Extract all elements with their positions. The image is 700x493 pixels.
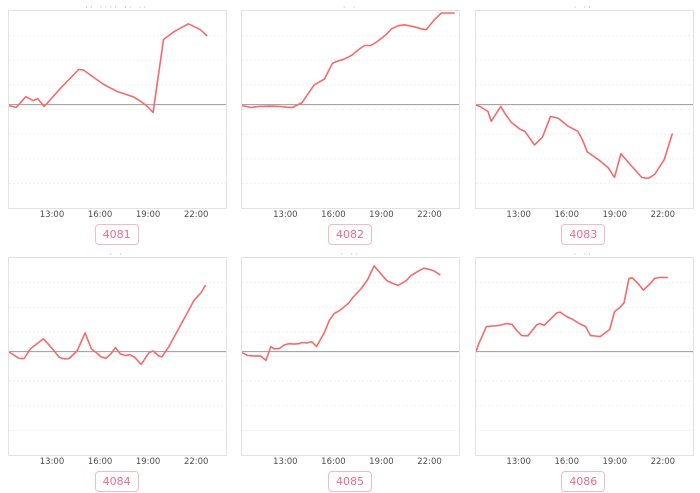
x-axis-labels: 13:00 16:00 19:00 22:00 (8, 210, 225, 222)
x-tick-label: 22:00 (183, 457, 209, 467)
chart-plot-area[interactable] (474, 10, 694, 209)
x-tick-label: 13:00 (506, 457, 531, 467)
chart-cell: ·· ···· ·· ·· 13:00 16:00 19:00 22:00 4081 (0, 0, 233, 247)
chart-cell: · ·· 13:00 16:00 19:00 22:00 4086 (467, 247, 700, 493)
chart-id-badge-row: 4083 (467, 223, 700, 245)
x-axis-labels: 13:00 16:00 19:00 22:00 (8, 457, 225, 469)
line-series (475, 104, 673, 180)
chart-plot-area[interactable] (474, 257, 694, 456)
x-tick-label: 16:00 (321, 457, 346, 467)
chart-title-clipped: · ·· (233, 247, 466, 255)
chart-plot-area[interactable] (241, 10, 461, 209)
line-chart-svg (475, 276, 693, 431)
chart-title-clipped: · · (233, 0, 466, 8)
chart-cell: · ·· 13:00 16:00 19:00 22:00 4083 (467, 0, 700, 247)
line-series (9, 23, 208, 114)
chart-title-clipped: · · (0, 247, 233, 255)
chart-id-badge-row: 4082 (233, 223, 466, 245)
x-tick-label: 22:00 (417, 210, 442, 220)
x-tick-label: 22:00 (650, 210, 676, 220)
chart-id-badge[interactable]: 4082 (327, 224, 372, 245)
line-chart-svg (242, 265, 460, 431)
x-axis-labels: 13:00 16:00 19:00 22:00 (475, 210, 692, 222)
x-tick-label: 19:00 (135, 210, 161, 220)
chart-id-badge[interactable]: 4083 (561, 224, 606, 245)
x-tick-label: 19:00 (602, 457, 628, 467)
line-series (242, 265, 441, 362)
x-tick-label: 19:00 (602, 210, 628, 220)
x-tick-label: 22:00 (650, 457, 676, 467)
x-tick-label: 13:00 (506, 210, 531, 220)
chart-id-badge-row: 4084 (0, 470, 233, 492)
chart-title-clipped: · ·· (467, 247, 700, 255)
chart-id-badge[interactable]: 4086 (561, 471, 606, 492)
chart-title-fragment: · · (109, 250, 124, 255)
chart-cell: · · 13:00 16:00 19:00 22:00 4084 (0, 247, 233, 493)
chart-cell: · · 13:00 16:00 19:00 22:00 4082 (233, 0, 466, 247)
chart-title-clipped: ·· ···· ·· ·· (0, 0, 233, 8)
x-axis-labels: 13:00 16:00 19:00 22:00 (241, 457, 458, 469)
x-tick-label: 16:00 (87, 210, 113, 220)
x-tick-label: 22:00 (417, 457, 442, 467)
line-series (475, 276, 668, 353)
x-tick-label: 16:00 (554, 457, 580, 467)
line-series (242, 12, 456, 109)
x-tick-label: 13:00 (273, 457, 298, 467)
chart-id-badge-row: 4085 (233, 470, 466, 492)
x-tick-label: 16:00 (554, 210, 580, 220)
chart-title-clipped: · ·· (467, 0, 700, 8)
x-tick-label: 19:00 (135, 457, 161, 467)
chart-cell: · ·· 13:00 16:00 19:00 22:00 4085 (233, 247, 466, 493)
chart-id-badge[interactable]: 4081 (94, 224, 139, 245)
x-tick-label: 19:00 (369, 210, 394, 220)
chart-id-badge[interactable]: 4085 (327, 471, 372, 492)
x-tick-label: 13:00 (39, 210, 65, 220)
x-tick-label: 13:00 (39, 457, 65, 467)
x-axis-labels: 13:00 16:00 19:00 22:00 (241, 210, 458, 222)
chart-id-badge[interactable]: 4084 (94, 471, 139, 492)
chart-title-fragment: · · (342, 3, 358, 8)
x-tick-label: 16:00 (321, 210, 346, 220)
chart-title-fragment: ·· ···· ·· ·· (85, 3, 149, 8)
x-tick-label: 16:00 (87, 457, 113, 467)
chart-id-badge-row: 4081 (0, 223, 233, 245)
x-tick-label: 22:00 (183, 210, 209, 220)
line-chart-svg (9, 282, 226, 431)
chart-plot-area[interactable] (241, 257, 461, 456)
line-chart-svg (242, 12, 460, 184)
chart-plot-area[interactable] (8, 257, 227, 456)
line-series (9, 284, 206, 366)
chart-title-fragment: · ·· (573, 250, 594, 255)
line-chart-svg (475, 35, 693, 184)
x-tick-label: 19:00 (369, 457, 394, 467)
line-chart-svg (9, 23, 226, 184)
chart-title-fragment: · ·· (573, 3, 594, 8)
chart-title-fragment: · ·· (340, 250, 360, 255)
x-tick-label: 13:00 (273, 210, 298, 220)
chart-plot-area[interactable] (8, 10, 227, 209)
x-axis-labels: 13:00 16:00 19:00 22:00 (475, 457, 692, 469)
chart-id-badge-row: 4086 (467, 470, 700, 492)
